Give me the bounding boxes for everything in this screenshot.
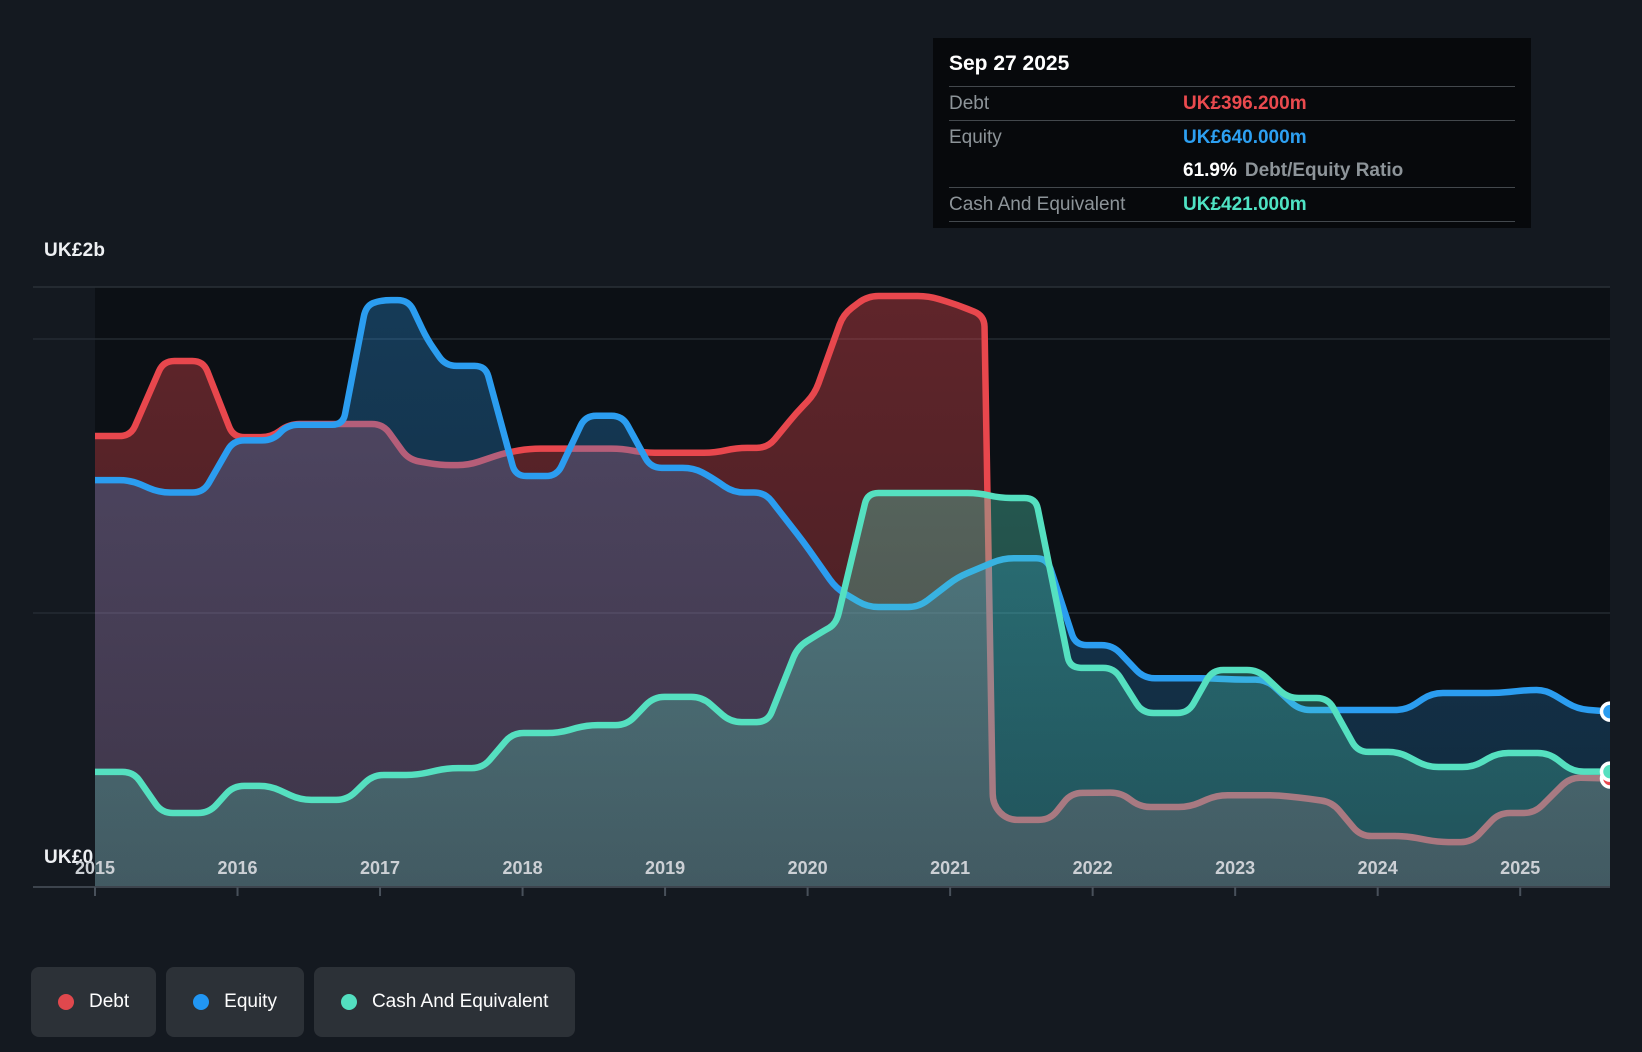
debt-dot-icon	[58, 994, 74, 1010]
legend-label: Debt	[89, 991, 130, 1012]
x-tick-label-2025: 2025	[1500, 858, 1541, 878]
cash-dot-icon	[340, 994, 357, 1010]
cash-value: UK£421.000m	[1183, 193, 1307, 215]
equity-value: UK£640.000m	[1183, 126, 1307, 148]
tooltip-row-ratio: 61.9% Debt/Equity Ratio	[949, 154, 1515, 187]
legend-item-equity[interactable]: Equity	[166, 967, 304, 1037]
legend-label: Cash And Equivalent	[371, 991, 549, 1012]
cash-label: Cash And Equivalent	[949, 193, 1126, 215]
chart-legend: Debt Equity Cash And Equivalent	[31, 967, 576, 1037]
x-tick-label-2017: 2017	[360, 858, 401, 878]
tooltip-row-equity: Equity UK£640.000m	[949, 121, 1515, 154]
legend-item-cash[interactable]: Cash And Equivalent	[313, 967, 576, 1037]
debt-label: Debt	[949, 92, 990, 114]
divider	[949, 187, 1515, 188]
debt-equity-ratio-value: 61.9%	[1183, 159, 1237, 181]
legend-label: Equity	[224, 991, 277, 1012]
tooltip-date: Sep 27 2025	[949, 52, 1070, 75]
chart-tooltip: Sep 27 2025 Debt UK£396.200m Equity UK£6…	[933, 38, 1531, 228]
x-axis: 2015 2016 2017 2018 2019 2020 2021 2022 2023 2024…	[0, 858, 1642, 884]
x-tick-label-2015: 2015	[74, 858, 116, 878]
debt-equity-ratio-label: Debt/Equity Ratio	[1244, 159, 1404, 181]
tooltip-row-debt: Debt UK£396.200m	[949, 87, 1515, 120]
x-tick-label-2019: 2019	[645, 858, 686, 878]
y-axis-top-label: UK£2b	[44, 240, 106, 261]
y-axis-zero-label: UK£0	[44, 847, 94, 868]
x-tick-label-2021: 2021	[930, 858, 971, 878]
x-tick-label-2020: 2020	[787, 858, 828, 878]
equity-dot-icon	[193, 994, 210, 1010]
x-tick-label-2022: 2022	[1072, 858, 1113, 878]
equity-label: Equity	[949, 126, 1002, 148]
x-tick-label-2023: 2023	[1215, 858, 1256, 878]
tooltip-row-cash: Cash And Equivalent UK£421.000m	[949, 188, 1515, 221]
debt-value: UK£396.200m	[1183, 92, 1307, 114]
legend-item-debt[interactable]: Debt	[31, 967, 157, 1037]
divider	[949, 86, 1515, 87]
x-tick-label-2024: 2024	[1357, 858, 1398, 878]
divider	[949, 221, 1515, 222]
divider	[949, 120, 1515, 121]
x-tick-label-2018: 2018	[502, 858, 543, 878]
x-tick-label-2016: 2016	[217, 858, 258, 878]
